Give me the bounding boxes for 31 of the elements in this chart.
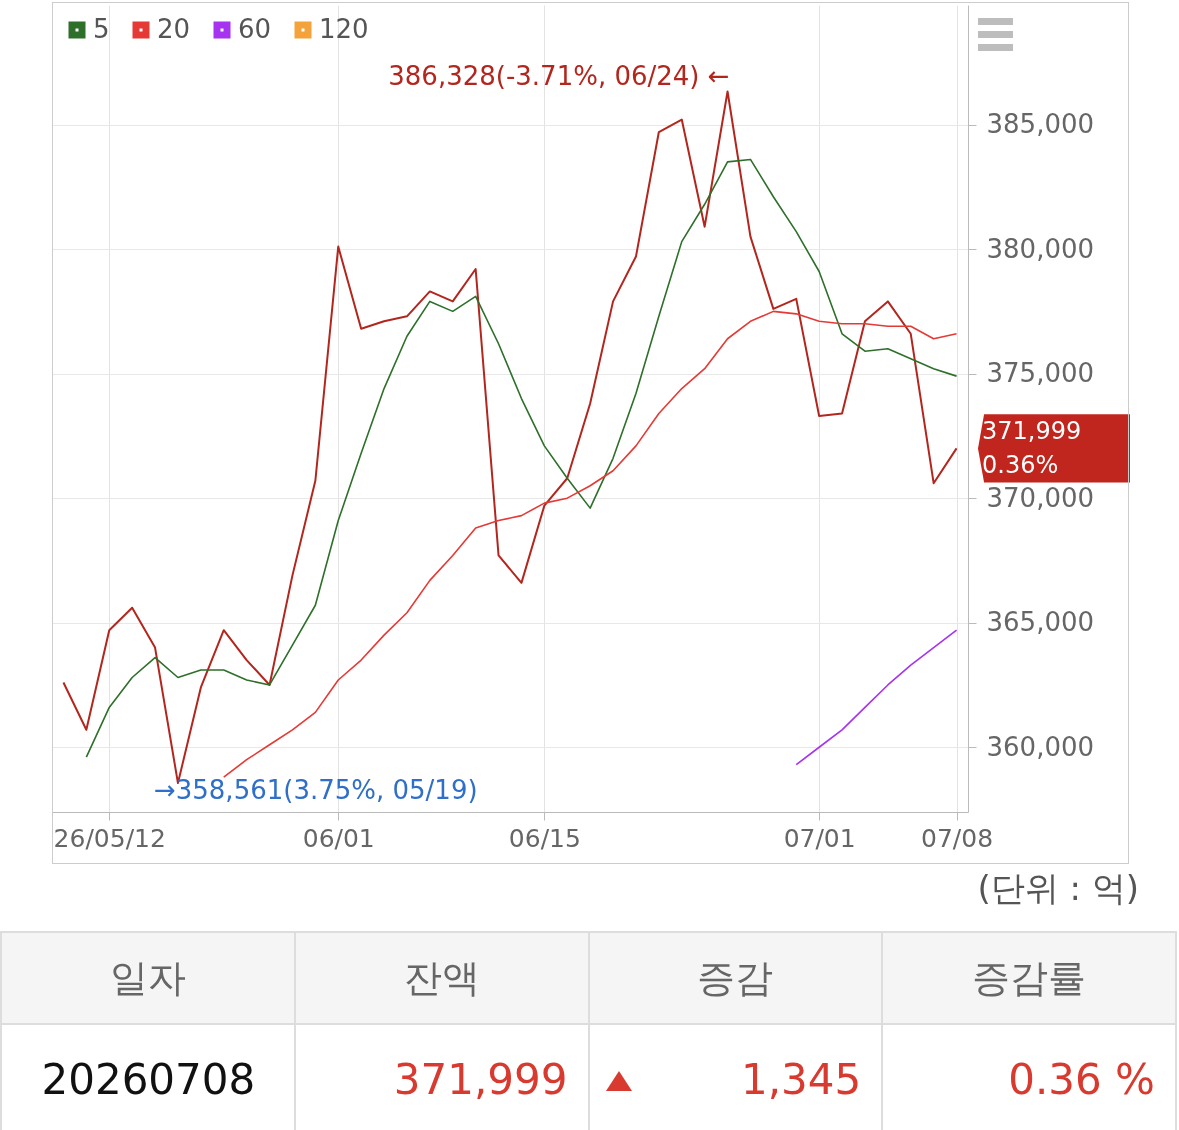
text: (단위 : 억) [977,867,1139,910]
text: 20260708 [1,1024,295,1130]
x-tick-label: 06/15 [508,823,581,853]
category-label: 잔액 [294,932,589,1024]
legend-label: 5 [93,14,110,44]
y-tick-label: 380,000 [986,233,1095,264]
y-tick-label: 370,000 [986,482,1095,513]
x-tick-label: 07/08 [921,823,994,853]
x-tick-label: 26/05/12 [53,823,166,853]
annotation: →358,561(3.75%, 05/19) [153,775,478,806]
legend-label: 60 [238,14,272,44]
legend-label: 20 [157,14,191,44]
text: 0.36 % [882,1024,1176,1130]
legend-label: 120 [319,14,369,44]
text: 1,345 [588,1024,883,1130]
text: 0.36% [982,451,1059,480]
x-tick-label: 07/01 [783,823,856,853]
category-label: 일자 [1,932,295,1024]
annotation: 386,328(-3.71%, 06/24) ← [388,61,730,92]
y-tick-label: 385,000 [986,109,1095,140]
line-series [222,310,958,778]
y-tick-label: 375,000 [986,358,1095,389]
text: 371,999 [294,1024,589,1130]
y-tick-label: 360,000 [986,731,1095,762]
category-label: 증감 [588,932,883,1024]
category-label: 증감률 [882,932,1176,1024]
y-tick-label: 365,000 [986,607,1095,638]
x-tick-label: 06/01 [302,823,375,853]
line-series [85,158,958,758]
line-series [795,629,958,766]
text: 371,999 [982,417,1082,446]
